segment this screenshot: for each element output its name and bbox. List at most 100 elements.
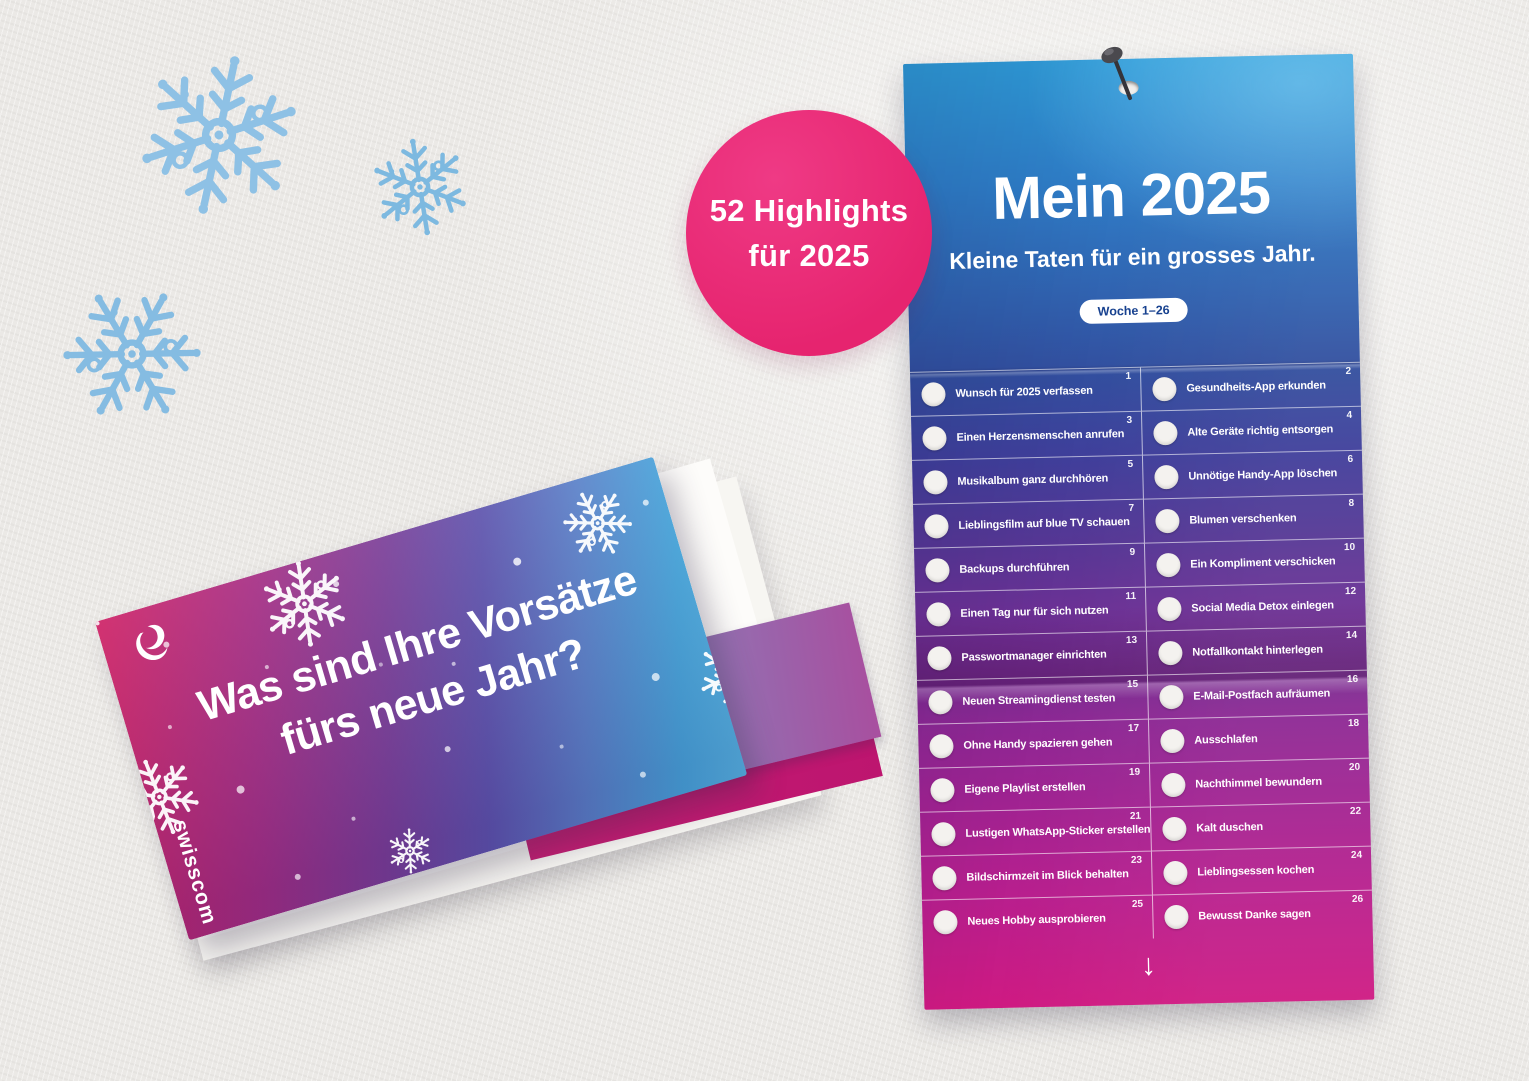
week-number: 19: [1128, 766, 1141, 779]
week-number: 5: [1127, 458, 1134, 471]
week-number: 21: [1129, 810, 1142, 823]
checkbox-circle: [925, 557, 950, 583]
checklist-item-label: Musikalbum ganz durchhören: [957, 471, 1109, 488]
checkbox-circle: [932, 865, 957, 891]
checklist-item-label: Lieblingsessen kochen: [1197, 863, 1315, 879]
week-number: 25: [1131, 898, 1144, 911]
checklist-item: Lustigen WhatsApp-Sticker erstellen 21: [919, 806, 1151, 856]
checklist-item: Unnötige Handy-App löschen 6: [1142, 449, 1363, 499]
poster-subtitle: Kleine Taten für ein grosses Jahr.: [948, 239, 1316, 274]
checklist-item: Ohne Handy spazieren gehen 17: [917, 718, 1149, 768]
checklist-item-label: Gesundheits-App erkunden: [1186, 378, 1326, 395]
checklist-item-label: Alte Geräte richtig entsorgen: [1187, 422, 1334, 439]
badge-text-line2: für 2025: [748, 238, 870, 273]
checklist-item-label: Backups durchführen: [959, 560, 1070, 576]
wall-calendar-poster: Mein 2025 Kleine Taten für ein grosses J…: [903, 53, 1375, 1010]
checklist-column-left: Wunsch für 2025 verfassen 1 Einen Herzens…: [909, 366, 1154, 944]
checkbox-circle: [1164, 904, 1189, 929]
week-number: 4: [1346, 409, 1353, 422]
checklist-item-label: Eigene Playlist erstellen: [964, 780, 1086, 796]
checklist-item-label: Ausschlafen: [1194, 732, 1258, 747]
week-number: 14: [1345, 629, 1358, 642]
checklist-item: Lieblingsessen kochen 24: [1151, 845, 1372, 895]
week-number: 8: [1348, 497, 1355, 510]
weekly-checklist: Wunsch für 2025 verfassen 1 Einen Herzens…: [909, 361, 1373, 944]
week-number: 18: [1347, 717, 1360, 730]
checkbox-circle: [1154, 464, 1179, 489]
week-number: 11: [1125, 590, 1137, 603]
checklist-item-label: E-Mail-Postfach aufräumen: [1193, 686, 1331, 703]
checklist-item: Bildschirmzeit im Blick behalten 23: [920, 850, 1152, 900]
checklist-item: Einen Herzensmenschen anrufen 3: [910, 410, 1142, 460]
highlights-badge: 52 Highlights für 2025: [686, 110, 932, 356]
week-number: 13: [1125, 634, 1138, 647]
checklist-item-label: Neuen Streamingdienst testen: [962, 691, 1116, 708]
checklist-item: Lieblingsfilm auf blue TV schauen 7: [912, 498, 1144, 548]
checklist-item: Musikalbum ganz durchhören 5: [911, 454, 1143, 504]
checkbox-circle: [930, 777, 955, 803]
snow-dots: [95, 620, 100, 626]
week-number: 2: [1345, 365, 1352, 378]
week-number: 22: [1349, 805, 1362, 818]
checkbox-circle: [1160, 728, 1185, 753]
week-number: 1: [1125, 370, 1132, 383]
swisscom-logo-icon: [136, 624, 168, 660]
down-arrow-icon: ↓: [1140, 948, 1157, 982]
snowflake-icon: [113, 29, 324, 240]
checklist-item: Alte Geräte richtig entsorgen 4: [1141, 405, 1362, 455]
checklist-item-label: Einen Herzensmenschen anrufen: [956, 427, 1125, 444]
checklist-item-label: Kalt duschen: [1196, 820, 1264, 835]
checklist-item-label: Unnötige Handy-App löschen: [1188, 466, 1338, 483]
week-number: 15: [1126, 678, 1139, 691]
checklist-item-label: Blumen verschenken: [1189, 511, 1297, 527]
week-number: 20: [1348, 761, 1361, 774]
card-headline: Was sind Ihre Vorsätze fürs neue Jahr?: [151, 540, 699, 800]
checkbox-circle: [1159, 684, 1184, 709]
checklist-item: Kalt duschen 22: [1150, 801, 1371, 851]
checkbox-circle: [923, 469, 948, 495]
checklist-item: Eigene Playlist erstellen 19: [918, 762, 1150, 812]
checklist-item: Passwortmanager einrichten 13: [915, 630, 1147, 680]
checkbox-circle: [1161, 772, 1186, 797]
checklist-item: Gesundheits-App erkunden 2: [1140, 361, 1361, 411]
checklist-item: Ein Kompliment verschicken 10: [1144, 537, 1365, 587]
badge-text-line1: 52 Highlights: [709, 193, 909, 228]
checklist-item: Bewusst Danke sagen 26: [1152, 889, 1373, 939]
checklist-item-label: Ohne Handy spazieren gehen: [963, 735, 1113, 752]
checkbox-circle: [931, 821, 956, 847]
snowflake-icon: [384, 825, 436, 877]
checkbox-circle: [1162, 816, 1187, 841]
checklist-item: Einen Tag nur für sich nutzen 11: [914, 586, 1146, 636]
checklist-column-right: Gesundheits-App erkunden 2 Alte Geräte ri…: [1140, 361, 1373, 939]
checkbox-circle: [1153, 420, 1178, 445]
week-number: 7: [1128, 502, 1135, 514]
checklist-item: Nachthimmel bewundern 20: [1149, 757, 1370, 807]
week-number: 24: [1350, 849, 1363, 862]
checklist-item-label: Einen Tag nur für sich nutzen: [960, 603, 1109, 620]
week-number: 10: [1343, 541, 1356, 554]
checklist-item: Neuen Streamingdienst testen 15: [916, 674, 1148, 724]
checkbox-circle: [922, 425, 947, 451]
checklist-item: Notfallkontakt hinterlegen 14: [1146, 625, 1367, 675]
snowflake-icon: [29, 251, 236, 458]
checklist-item-label: Bewusst Danke sagen: [1198, 907, 1311, 923]
week-number: 9: [1129, 546, 1136, 558]
week-number: 16: [1346, 673, 1359, 686]
checkbox-circle: [921, 381, 946, 407]
checkbox-circle: [933, 909, 958, 935]
checklist-item: Neues Hobby ausprobieren 25: [921, 894, 1153, 944]
checkbox-circle: [1158, 640, 1183, 665]
week-number: 17: [1127, 722, 1140, 735]
checklist-item-label: Passwortmanager einrichten: [961, 648, 1107, 664]
checklist-item-label: Wunsch für 2025 verfassen: [955, 384, 1093, 400]
checklist-item-label: Notfallkontakt hinterlegen: [1192, 643, 1323, 659]
checklist-item-label: Ein Kompliment verschicken: [1190, 554, 1336, 571]
checklist-item-label: Lustigen WhatsApp-Sticker erstellen: [965, 823, 1151, 840]
checkbox-circle: [929, 733, 954, 759]
checkbox-circle: [1156, 552, 1181, 577]
brand-wordmark: swisscom: [168, 816, 221, 928]
checklist-item-label: Lieblingsfilm auf blue TV schauen: [958, 515, 1130, 532]
snowflake-icon: [358, 125, 482, 249]
checklist-item: Backups durchführen 9: [913, 542, 1145, 592]
